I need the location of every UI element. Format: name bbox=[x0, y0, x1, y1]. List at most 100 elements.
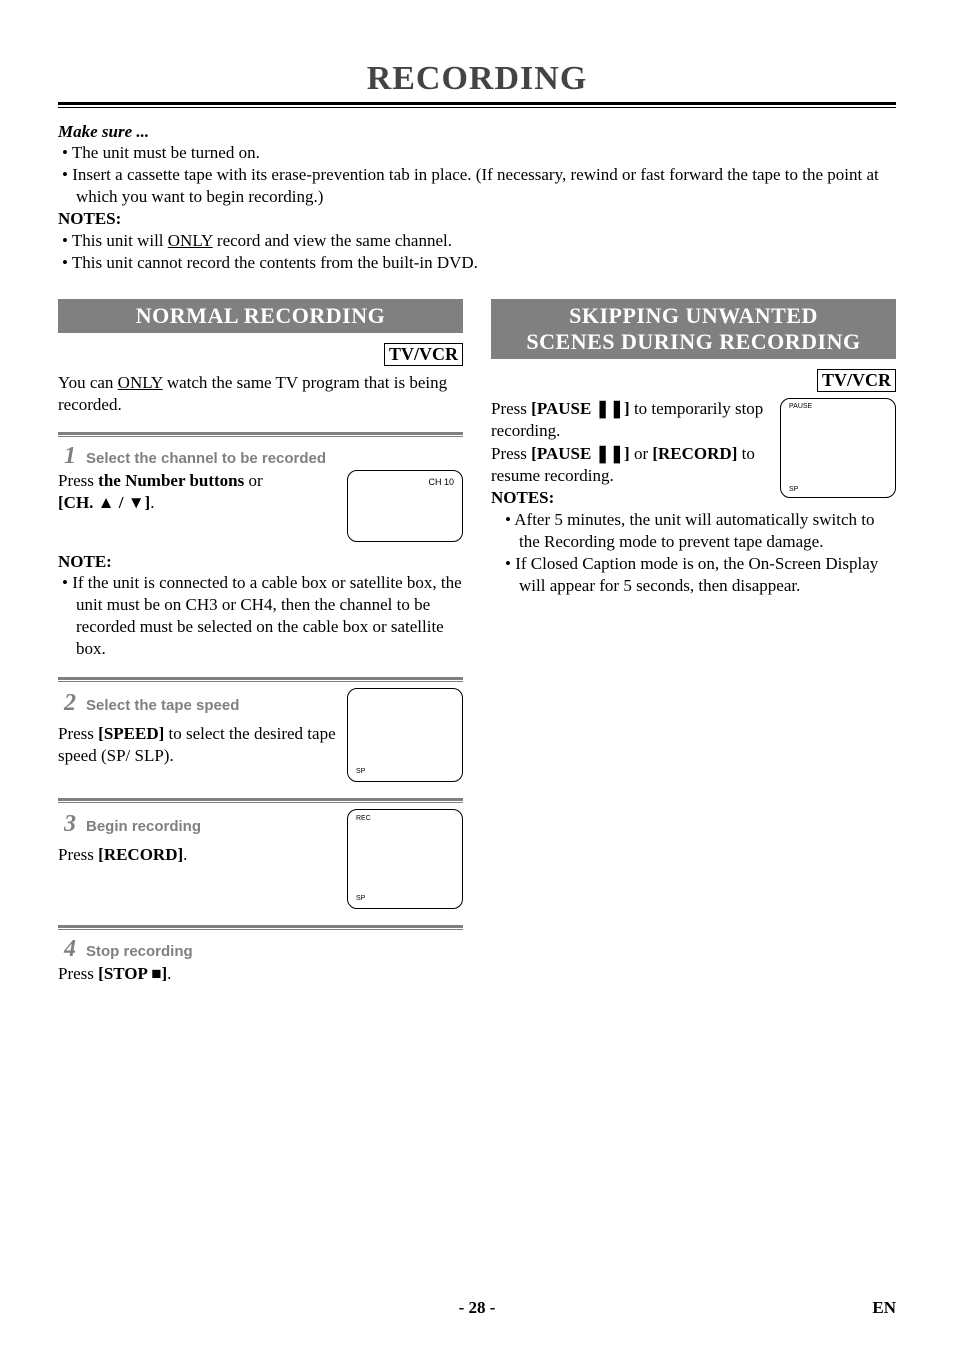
intro-note-item: This unit will ONLY record and view the … bbox=[76, 230, 896, 252]
t: Press bbox=[58, 964, 98, 983]
step-title: Select the tape speed bbox=[86, 696, 239, 716]
right-notes-list: After 5 minutes, the unit will automatic… bbox=[491, 509, 896, 597]
tvvcr-badge: TV/VCR bbox=[817, 369, 896, 392]
t: the Number buttons bbox=[98, 471, 244, 490]
step-body-text: Press [STOP ■]. bbox=[58, 963, 463, 985]
step-rule bbox=[58, 677, 463, 680]
p1: Press [PAUSE ❚❚] to temporarily stop rec… bbox=[491, 398, 772, 442]
t: [SPEED] bbox=[98, 724, 164, 743]
note-text: This unit will bbox=[72, 231, 168, 250]
t: Press bbox=[58, 845, 98, 864]
intro-notes-list: This unit will ONLY record and view the … bbox=[58, 230, 896, 274]
step-body-text: Press the Number buttons or [CH. ▲ / ▼]. bbox=[58, 470, 339, 542]
makesure-list: The unit must be turned on. Insert a cas… bbox=[58, 142, 896, 208]
step-number: 4 bbox=[58, 936, 76, 963]
screen-box-pause: PAUSE SP bbox=[780, 398, 896, 498]
step-number: 2 bbox=[58, 688, 76, 719]
step-2: 2 Select the tape speed Press [SPEED] to… bbox=[58, 677, 463, 782]
t: or bbox=[630, 444, 653, 463]
page-title: RECORDING bbox=[58, 60, 896, 98]
title-rule-thick bbox=[58, 102, 896, 105]
step1-note-label: NOTE: bbox=[58, 552, 463, 572]
step1-note-item: If the unit is connected to a cable box … bbox=[76, 572, 463, 660]
lead-only: ONLY bbox=[118, 373, 163, 392]
screen-sp-label: SP bbox=[356, 767, 365, 776]
step-body: 2 Select the tape speed Press [SPEED] to… bbox=[58, 688, 463, 782]
right-note-item: After 5 minutes, the unit will automatic… bbox=[519, 509, 896, 553]
step-number: 3 bbox=[58, 809, 76, 840]
left-column: NORMAL RECORDING TV/VCR You can ONLY wat… bbox=[58, 299, 463, 985]
page-lang: EN bbox=[872, 1298, 896, 1318]
right-body-text: Press [PAUSE ❚❚] to temporarily stop rec… bbox=[491, 398, 772, 508]
tvvcr-badge: TV/VCR bbox=[384, 343, 463, 366]
screen-box-ch10: CH 10 bbox=[347, 470, 463, 542]
step-title: Select the channel to be recorded bbox=[86, 450, 326, 467]
skipping-banner: SKIPPING UNWANTED SCENES DURING RECORDIN… bbox=[491, 299, 896, 360]
screen-sp-label: SP bbox=[789, 486, 798, 493]
intro-notes-label: NOTES: bbox=[58, 208, 896, 230]
step-rule bbox=[58, 681, 463, 682]
t: [RECORD] bbox=[98, 845, 183, 864]
step-body-text: 3 Begin recording Press [RECORD]. bbox=[58, 809, 339, 909]
step-rule bbox=[58, 798, 463, 801]
screen-rec-label: REC bbox=[356, 814, 371, 823]
screen-ch-label: CH 10 bbox=[428, 477, 454, 489]
banner-line: SKIPPING UNWANTED bbox=[569, 303, 818, 328]
step-rule bbox=[58, 929, 463, 930]
t: Press bbox=[58, 724, 98, 743]
step-body: 3 Begin recording Press [RECORD]. REC SP bbox=[58, 809, 463, 909]
right-notes-label: NOTES: bbox=[491, 487, 772, 509]
normal-recording-banner: NORMAL RECORDING bbox=[58, 299, 463, 333]
badge-row: TV/VCR bbox=[491, 369, 896, 392]
step-4: 4 Stop recording Press [STOP ■]. bbox=[58, 925, 463, 985]
right-note-item: If Closed Caption mode is on, the On-Scr… bbox=[519, 553, 896, 597]
columns: NORMAL RECORDING TV/VCR You can ONLY wat… bbox=[58, 299, 896, 985]
screen-box-sp: SP bbox=[347, 688, 463, 782]
step-rule bbox=[58, 925, 463, 928]
page-number: - 28 - bbox=[459, 1298, 496, 1318]
step-body-text: 2 Select the tape speed Press [SPEED] to… bbox=[58, 688, 339, 782]
t: Press bbox=[491, 399, 531, 418]
t: [CH. ▲ / ▼] bbox=[58, 493, 150, 512]
t: [PAUSE ❚❚] bbox=[531, 399, 630, 418]
step-title: Stop recording bbox=[86, 943, 193, 960]
step-head: 2 Select the tape speed bbox=[58, 688, 339, 719]
t: . bbox=[167, 964, 171, 983]
step-rule bbox=[58, 436, 463, 437]
t: . bbox=[150, 493, 154, 512]
step-body: Press the Number buttons or [CH. ▲ / ▼].… bbox=[58, 470, 463, 542]
note-only: ONLY bbox=[168, 231, 213, 250]
step-title: Begin recording bbox=[86, 817, 201, 837]
t: [RECORD] bbox=[652, 444, 737, 463]
makesure-item: Insert a cassette tape with its erase-pr… bbox=[76, 164, 896, 208]
t: Press bbox=[58, 471, 98, 490]
makesure-label: Make sure ... bbox=[58, 122, 896, 142]
step-rule bbox=[58, 802, 463, 803]
screen-sp-label: SP bbox=[356, 894, 365, 903]
t: Press bbox=[491, 444, 531, 463]
right-column: SKIPPING UNWANTED SCENES DURING RECORDIN… bbox=[491, 299, 896, 985]
t: [PAUSE ❚❚] bbox=[531, 444, 630, 463]
banner-line: SCENES DURING RECORDING bbox=[526, 329, 860, 354]
note-text: record and view the same channel. bbox=[213, 231, 452, 250]
lead-pre: You can bbox=[58, 373, 118, 392]
step-head: 1 Select the channel to be recorded bbox=[58, 443, 463, 470]
makesure-item: The unit must be turned on. bbox=[76, 142, 896, 164]
screen-box-rec: REC SP bbox=[347, 809, 463, 909]
screen-pause-label: PAUSE bbox=[789, 403, 812, 410]
step-head: 3 Begin recording bbox=[58, 809, 339, 840]
page-footer: - 28 - EN bbox=[0, 1298, 954, 1318]
right-body-row: Press [PAUSE ❚❚] to temporarily stop rec… bbox=[491, 398, 896, 508]
step-1: 1 Select the channel to be recorded Pres… bbox=[58, 432, 463, 542]
step-number: 1 bbox=[58, 443, 76, 470]
intro-note-item: This unit cannot record the contents fro… bbox=[76, 252, 896, 274]
step-3: 3 Begin recording Press [RECORD]. REC SP bbox=[58, 798, 463, 909]
t: . bbox=[183, 845, 187, 864]
t: [STOP ■] bbox=[98, 964, 167, 983]
lead-text: You can ONLY watch the same TV program t… bbox=[58, 372, 463, 416]
step-rule bbox=[58, 432, 463, 435]
step-head: 4 Stop recording bbox=[58, 936, 463, 963]
t: or bbox=[244, 471, 262, 490]
p2: Press [PAUSE ❚❚] or [RECORD] to resume r… bbox=[491, 443, 772, 487]
title-rule-thin bbox=[58, 107, 896, 108]
